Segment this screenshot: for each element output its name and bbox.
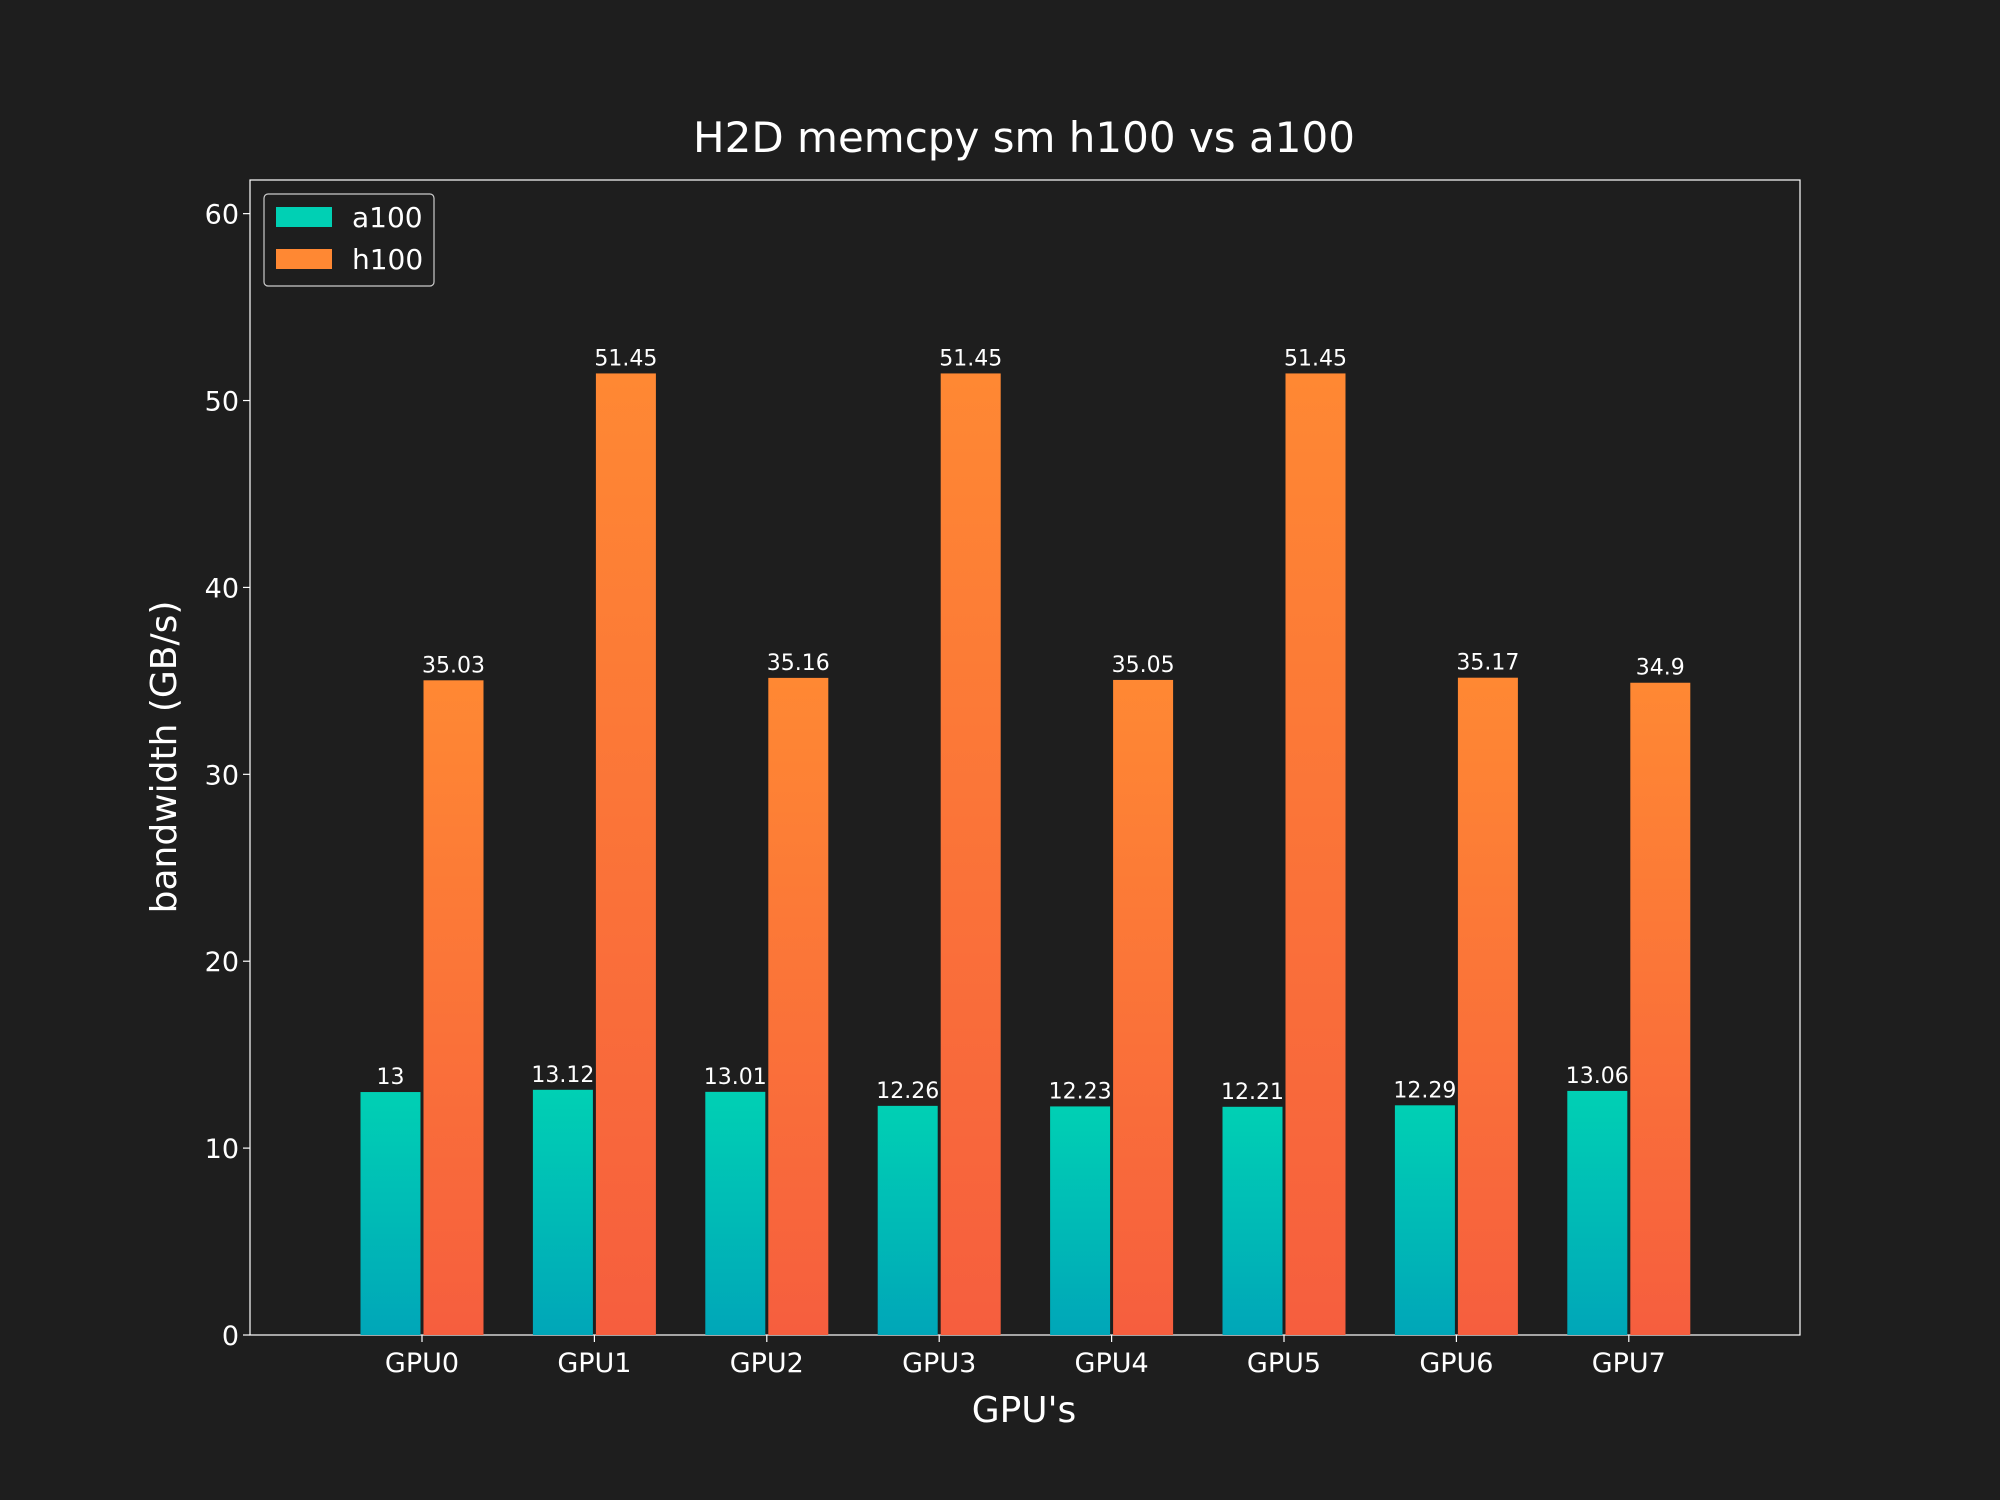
bar-a100-gpu1 [532,1089,593,1335]
bar-h100-gpu1 [595,373,656,1336]
y-tick-label-50: 50 [205,387,239,418]
value-label-a100-gpu3: 12.26 [876,1079,939,1104]
bar-h100-gpu3 [940,373,1001,1336]
bar-a100-gpu4 [1050,1106,1111,1335]
x-axis: GPU0 GPU1 GPU2 GPU3 GPU4 GPU5 GPU6 GPU7 [385,1335,1666,1379]
value-label-h100-gpu1: 51.45 [594,346,657,371]
y-tick-label-10: 10 [205,1134,239,1165]
y-tick-label-60: 60 [205,200,239,231]
y-axis: 0 10 20 30 40 50 60 [205,200,250,1352]
bar-h100-gpu0 [423,680,484,1335]
legend-label-a100: a100 [352,201,423,234]
x-tick-label-gpu6: GPU6 [1419,1348,1493,1379]
y-tick-label-20: 20 [205,947,239,978]
value-label-a100-gpu0: 13 [377,1065,405,1090]
bar-h100-gpu4 [1113,679,1174,1335]
value-label-a100-gpu6: 12.29 [1393,1078,1456,1103]
x-tick-label-gpu2: GPU2 [730,1348,804,1379]
value-label-a100-gpu7: 13.06 [1566,1064,1629,1089]
value-label-h100-gpu2: 35.16 [767,651,830,676]
value-label-a100-gpu2: 13.01 [704,1065,767,1090]
value-label-h100-gpu3: 51.45 [939,346,1002,371]
bar-a100-gpu2 [705,1091,766,1335]
bar-a100-gpu6 [1394,1105,1455,1335]
value-label-h100-gpu5: 51.45 [1284,346,1347,371]
bar-h100-gpu2 [768,677,829,1335]
chart-title: H2D memcpy sm h100 vs a100 [693,113,1355,162]
x-tick-label-gpu5: GPU5 [1247,1348,1321,1379]
y-axis-label: bandwidth (GB/s) [144,601,185,914]
value-labels-group: 13 35.03 13.12 51.45 13.01 35.16 12.26 51.45 12.… [377,346,1685,1104]
bar-h100-gpu7 [1630,682,1691,1335]
bar-a100-gpu3 [877,1105,938,1335]
y-tick-label-0: 0 [222,1321,239,1352]
legend: a100 h100 [263,193,435,287]
bars-group [360,373,1691,1336]
bar-a100-gpu7 [1567,1090,1628,1335]
bar-a100-gpu5 [1222,1106,1283,1335]
x-axis-label: GPU's [972,1390,1077,1431]
legend-swatch-h100 [276,249,332,269]
x-tick-label-gpu0: GPU0 [385,1348,459,1379]
bar-h100-gpu5 [1285,373,1346,1336]
value-label-h100-gpu0: 35.03 [422,653,485,678]
y-tick-label-30: 30 [205,760,239,791]
value-label-a100-gpu1: 13.12 [531,1063,594,1088]
x-tick-label-gpu1: GPU1 [557,1348,631,1379]
bar-a100-gpu0 [360,1092,421,1335]
plot-area-frame [249,179,1801,1336]
x-tick-label-gpu3: GPU3 [902,1348,976,1379]
y-tick-label-40: 40 [205,573,239,604]
value-label-a100-gpu4: 12.23 [1049,1079,1112,1104]
legend-label-h100: h100 [352,243,423,276]
value-label-h100-gpu6: 35.17 [1456,651,1519,676]
value-label-h100-gpu7: 34.9 [1636,656,1685,681]
x-tick-label-gpu4: GPU4 [1075,1348,1149,1379]
value-label-a100-gpu5: 12.21 [1221,1080,1284,1105]
value-label-h100-gpu4: 35.05 [1112,653,1175,678]
x-tick-label-gpu7: GPU7 [1592,1348,1666,1379]
bar-h100-gpu6 [1457,677,1518,1335]
legend-swatch-a100 [276,207,332,227]
